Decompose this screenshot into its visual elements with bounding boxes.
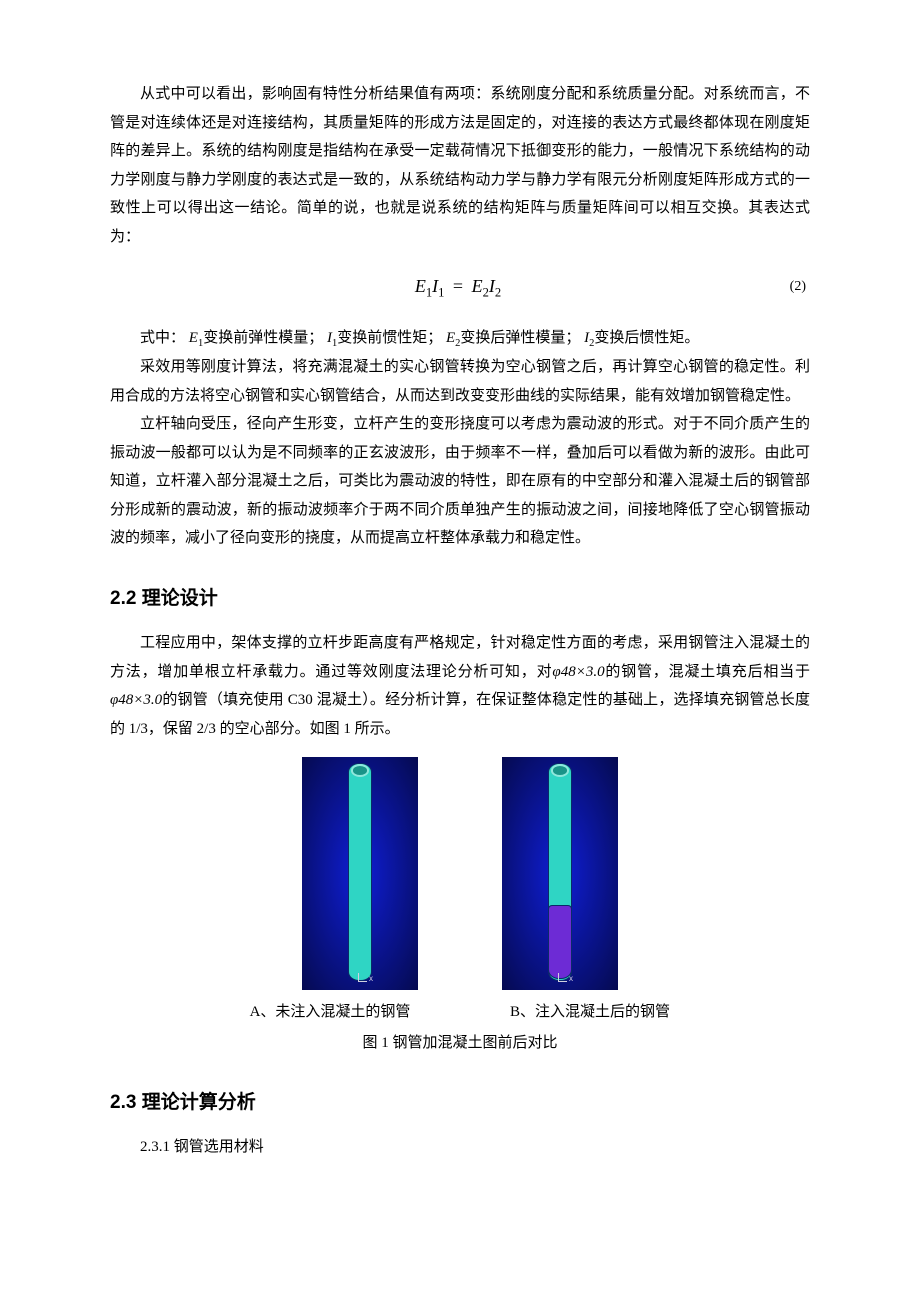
equation-body: E1I1 = E2I2 [415, 269, 501, 306]
heading-2-3: 2.3 理论计算分析 [110, 1085, 810, 1121]
tube-cap-icon [351, 764, 369, 777]
heading-2-2: 2.2 理论设计 [110, 581, 810, 617]
figure-panel-b: x [502, 757, 618, 990]
axis-marker: x [558, 973, 571, 984]
symbol-definitions: 式中： E1变换前弹性模量； I1变换前惯性矩； E2变换后弹性模量； I2变换… [110, 324, 810, 354]
figure-caption-a: A、未注入混凝土的钢管 [220, 998, 440, 1027]
heading-2-3-1: 2.3.1 钢管选用材料 [140, 1133, 810, 1162]
paragraph-1: 从式中可以看出，影响固有特性分析结果值有两项：系统刚度分配和系统质量分配。对系统… [110, 80, 810, 251]
equation-number: (2) [501, 274, 810, 301]
figure-subcaptions: A、未注入混凝土的钢管 B、注入混凝土后的钢管 [110, 998, 810, 1027]
equation-2: E1I1 = E2I2 (2) [110, 269, 810, 306]
phi-expr-1: φ48×3.0 [552, 664, 604, 680]
figure-1: x x [110, 757, 810, 990]
paragraph-2: 采效用等刚度计算法，将充满混凝土的实心钢管转换为空心钢管之后，再计算空心钢管的稳… [110, 353, 810, 410]
paragraph-3: 立杆轴向受压，径向产生形变，立杆产生的变形挠度可以考虑为震动波的形式。对于不同介… [110, 410, 810, 553]
figure-title: 图 1 钢管加混凝土图前后对比 [110, 1029, 810, 1058]
figure-caption-b: B、注入混凝土后的钢管 [480, 998, 700, 1027]
axis-marker: x [358, 973, 371, 984]
paragraph-4: 工程应用中，架体支撑的立杆步距高度有严格规定，针对稳定性方面的考虑，采用钢管注入… [110, 629, 810, 743]
phi-expr-2: φ48×3.0 [110, 692, 162, 708]
figure-panel-a: x [302, 757, 418, 990]
tube-cap-icon [551, 764, 569, 777]
tube-body [348, 763, 372, 981]
concrete-fill [548, 905, 572, 979]
